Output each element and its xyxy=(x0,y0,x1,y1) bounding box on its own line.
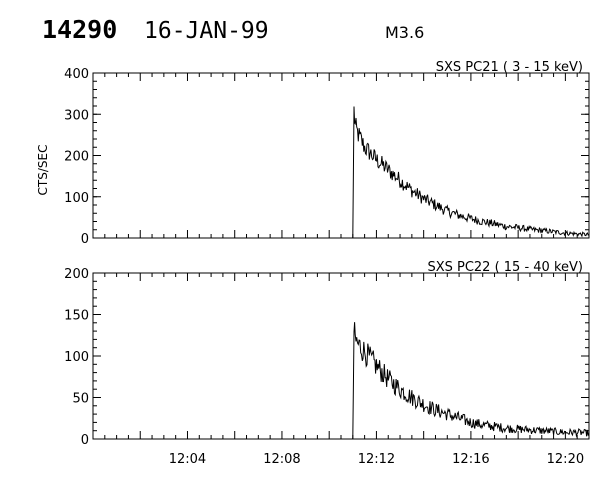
panel1-frame xyxy=(92,72,590,239)
event-date: 16-JAN-99 xyxy=(144,18,269,44)
panel2-xtick-label: 12:16 xyxy=(452,452,489,467)
panel1-ytick-label: 0 xyxy=(81,232,89,247)
panel2-xtick-label: 12:04 xyxy=(169,452,206,467)
panel1-ytick-label: 200 xyxy=(64,150,89,165)
panel1-title: SXS PC21 ( 3 - 15 keV) xyxy=(436,60,583,75)
panel2-xtick-label: 12:20 xyxy=(547,452,584,467)
panel2-ytick-label: 0 xyxy=(81,433,89,448)
panel2-ytick-label: 200 xyxy=(64,267,89,282)
panel1-ytick-label: 100 xyxy=(64,191,89,206)
panel1-ytick-label: 400 xyxy=(64,67,89,82)
panel2-xtick-label: 12:12 xyxy=(358,452,395,467)
panel1-series-line xyxy=(352,106,590,239)
chart-marks: 0 100 200 300 400 0 50 100 150 200 12:04 12:08 12:12… xyxy=(64,67,590,467)
panel2-ytick-label: 50 xyxy=(72,392,89,407)
panel1-ytick-label: 300 xyxy=(64,108,89,123)
panel2-xtick-label: 12:08 xyxy=(263,452,300,467)
flare-class: M3.6 xyxy=(385,23,424,42)
panel1-ylabel: CTS/SEC xyxy=(36,145,50,196)
panel2-title: SXS PC22 ( 15 - 40 keV) xyxy=(427,260,583,275)
event-id: 14290 xyxy=(42,15,117,44)
panel2-ytick-label: 150 xyxy=(64,309,89,324)
panel2-frame xyxy=(92,272,590,440)
panel2-ytick-label: 100 xyxy=(64,350,89,365)
panel2-series-line xyxy=(352,322,590,440)
